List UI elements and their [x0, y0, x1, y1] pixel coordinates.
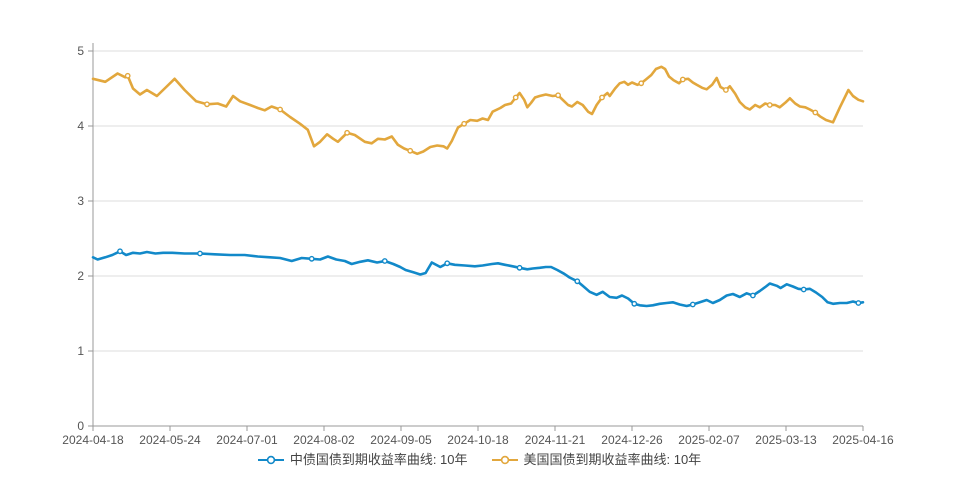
series-line-1[interactable] — [91, 65, 865, 156]
legend-item-us-bond-10y[interactable]: 美国国债到期收益率曲线: 10年 — [491, 451, 702, 469]
data-point-marker[interactable] — [689, 301, 696, 308]
data-point-marker[interactable] — [574, 278, 581, 285]
data-point-marker[interactable] — [197, 250, 203, 257]
x-axis-label: 2024-10-18 — [447, 433, 509, 447]
series-line-0[interactable] — [91, 250, 865, 308]
data-point-marker[interactable] — [308, 255, 315, 262]
data-point-marker[interactable] — [766, 102, 773, 108]
data-point-marker[interactable] — [812, 109, 819, 116]
x-axis-label: 2025-02-07 — [678, 433, 740, 447]
x-axis-label: 2024-08-02 — [293, 433, 355, 447]
data-point-marker[interactable] — [599, 94, 605, 101]
x-axis-label: 2025-03-13 — [755, 433, 817, 447]
data-point-marker[interactable] — [444, 260, 451, 267]
data-point-marker[interactable] — [512, 94, 519, 101]
data-point-marker[interactable] — [638, 80, 645, 87]
yield-curve-plot-area[interactable]: 0 1 2 3 4 5 2024-04-18 2024-05-24 2024-07-01 2024… — [0, 0, 959, 448]
data-point-marker[interactable] — [800, 286, 807, 293]
data-point-marker[interactable] — [679, 76, 686, 83]
line-series-marker-icon — [257, 454, 284, 466]
chart-legend: 中债国债到期收益率曲线: 10年 美国国债到期收益率曲线: 10年 — [0, 451, 959, 469]
data-point-marker[interactable] — [204, 101, 210, 108]
data-point-marker[interactable] — [516, 264, 523, 271]
y-axis-label: 0 — [77, 419, 84, 433]
x-axis-label: 2024-09-05 — [370, 433, 432, 447]
legend-label-china-bond-10y: 中债国债到期收益率曲线: 10年 — [289, 452, 468, 467]
x-axis-label: 2024-12-26 — [601, 433, 663, 447]
data-point-marker[interactable] — [750, 292, 756, 299]
data-point-marker[interactable] — [117, 248, 123, 255]
x-axis-label: 2024-07-01 — [216, 433, 278, 447]
data-point-marker[interactable] — [124, 72, 131, 79]
data-point-marker[interactable] — [407, 147, 414, 154]
x-axis-label: 2025-04-16 — [832, 433, 894, 447]
data-point-marker[interactable] — [555, 92, 561, 99]
data-point-marker[interactable] — [631, 300, 638, 307]
y-axis-label: 4 — [77, 119, 84, 133]
data-point-marker[interactable] — [277, 106, 283, 113]
legend-item-china-bond-10y[interactable]: 中债国债到期收益率曲线: 10年 — [257, 451, 468, 469]
data-point-marker[interactable] — [344, 129, 350, 136]
x-axis-label: 2024-04-18 — [62, 433, 124, 447]
x-axis-label: 2024-05-24 — [139, 433, 201, 447]
legend-label-us-bond-10y: 美国国债到期收益率曲线: 10年 — [523, 452, 702, 467]
data-point-marker[interactable] — [381, 258, 388, 264]
y-axis-label: 5 — [77, 44, 84, 58]
x-axis-label: 2024-11-21 — [525, 433, 586, 447]
y-axis-label: 1 — [77, 344, 84, 358]
data-point-marker[interactable] — [855, 300, 862, 306]
data-point-marker[interactable] — [723, 87, 729, 93]
line-series-marker-icon — [491, 454, 518, 466]
y-axis-label: 2 — [77, 269, 84, 283]
y-axis-label: 3 — [77, 194, 84, 208]
data-point-marker[interactable] — [461, 120, 467, 127]
